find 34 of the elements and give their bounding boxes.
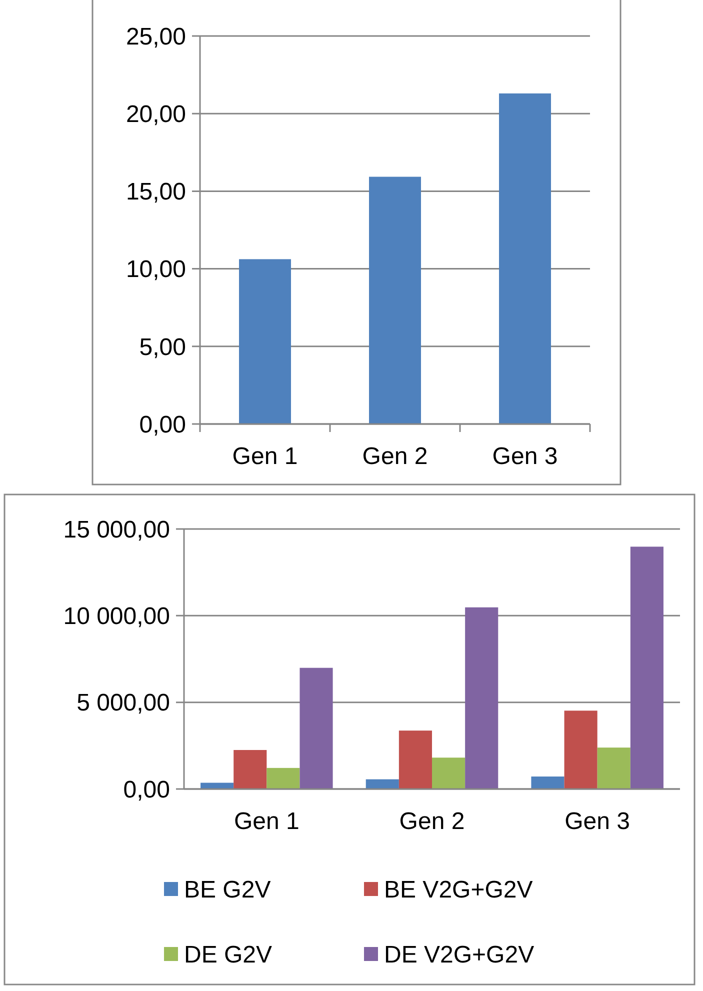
x-tick-label: Gen 1 — [232, 443, 298, 470]
bar — [465, 607, 498, 789]
bar — [369, 176, 421, 424]
y-tick-label: 10 000,00 — [63, 603, 170, 630]
bar — [499, 93, 551, 424]
bar — [564, 710, 598, 789]
bar — [597, 748, 630, 789]
x-tick-label: Gen 2 — [362, 443, 428, 470]
x-tick-label: Gen 3 — [564, 808, 630, 835]
bar — [398, 730, 432, 789]
legend-label: BE G2V — [184, 876, 271, 904]
x-tick-label: Gen 2 — [399, 808, 465, 835]
bar — [239, 259, 291, 424]
bar — [531, 776, 564, 789]
bar — [432, 758, 466, 789]
x-tick-label: Gen 1 — [234, 808, 300, 835]
y-tick-label: 0,00 — [123, 776, 170, 804]
bar — [234, 750, 267, 789]
x-tick-label: Gen 3 — [492, 443, 558, 470]
bar — [366, 779, 399, 789]
legend-label: DE V2G+G2V — [384, 941, 534, 968]
bar — [300, 668, 333, 789]
legend-label: BE V2G+G2V — [384, 876, 533, 904]
y-tick-label: 0,00 — [139, 411, 186, 438]
legend-label: DE G2V — [184, 941, 272, 968]
y-tick-label: 10,00 — [126, 256, 186, 284]
y-tick-label: 15,00 — [126, 178, 186, 206]
y-tick-label: 15 000,00 — [63, 516, 170, 544]
y-tick-label: 25,00 — [126, 23, 186, 50]
bar — [266, 768, 300, 789]
y-tick-label: 5,00 — [139, 334, 186, 361]
y-tick-label: 20,00 — [126, 101, 186, 128]
bar — [630, 546, 664, 789]
y-tick-label: 5 000,00 — [76, 690, 170, 717]
